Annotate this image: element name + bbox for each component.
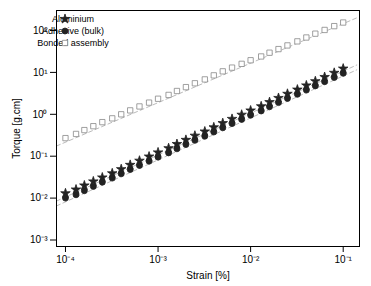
svg-text:10¹: 10¹ [33, 67, 48, 78]
svg-text:10⁻²: 10⁻² [242, 254, 260, 265]
svg-text:10⁻³: 10⁻³ [149, 254, 167, 265]
svg-text:10²: 10² [33, 24, 48, 36]
svg-text:Aluminium: Aluminium [52, 14, 94, 24]
svg-text:10⁻³: 10⁻³ [30, 234, 48, 245]
svg-text:10⁻²: 10⁻² [30, 192, 48, 203]
svg-text:10⁻¹: 10⁻¹ [334, 254, 352, 265]
svg-text:10⁻⁴: 10⁻⁴ [56, 254, 74, 265]
svg-text:10⁰: 10⁰ [32, 108, 47, 119]
svg-text:Adhesive (bulk): Adhesive (bulk) [42, 26, 104, 36]
svg-text:Bonded assembly: Bonded assembly [37, 38, 109, 48]
svg-text:Torque [g.cm]: Torque [g.cm] [11, 98, 22, 159]
svg-text:10⁻¹: 10⁻¹ [30, 150, 48, 161]
svg-text:Strain [%]: Strain [%] [186, 270, 230, 281]
